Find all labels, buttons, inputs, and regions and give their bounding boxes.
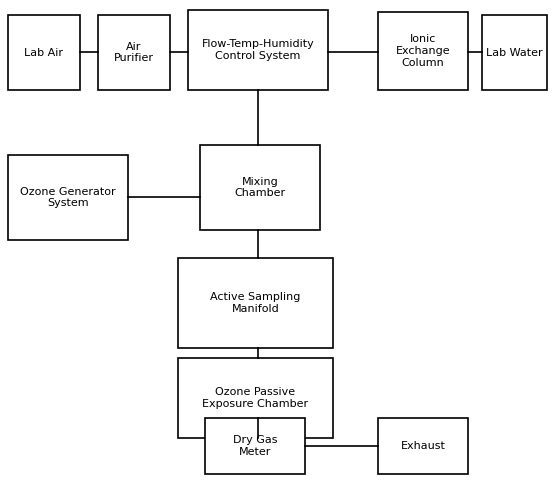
Text: Active Sampling
Manifold: Active Sampling Manifold	[210, 292, 301, 314]
Text: Exhaust: Exhaust	[400, 441, 445, 451]
Text: Ozone Passive
Exposure Chamber: Ozone Passive Exposure Chamber	[202, 387, 309, 409]
Bar	[178, 358, 333, 438]
Text: Flow-Temp-Humidity
Control System: Flow-Temp-Humidity Control System	[202, 39, 314, 61]
Text: Dry Gas
Meter: Dry Gas Meter	[233, 435, 277, 457]
Bar	[378, 418, 468, 474]
Text: Ionic
Exchange
Column: Ionic Exchange Column	[396, 34, 450, 67]
Bar	[98, 15, 170, 90]
Bar	[378, 12, 468, 90]
Text: Lab Air: Lab Air	[24, 48, 63, 57]
Text: Lab Water: Lab Water	[486, 48, 543, 57]
Bar	[178, 258, 333, 348]
Bar	[200, 145, 320, 230]
Bar	[205, 418, 305, 474]
Text: Air
Purifier: Air Purifier	[114, 42, 154, 63]
Bar	[482, 15, 547, 90]
Text: Ozone Generator
System: Ozone Generator System	[20, 187, 116, 208]
Bar	[188, 10, 328, 90]
Bar	[8, 155, 128, 240]
Bar	[8, 15, 80, 90]
Text: Mixing
Chamber: Mixing Chamber	[235, 177, 286, 198]
